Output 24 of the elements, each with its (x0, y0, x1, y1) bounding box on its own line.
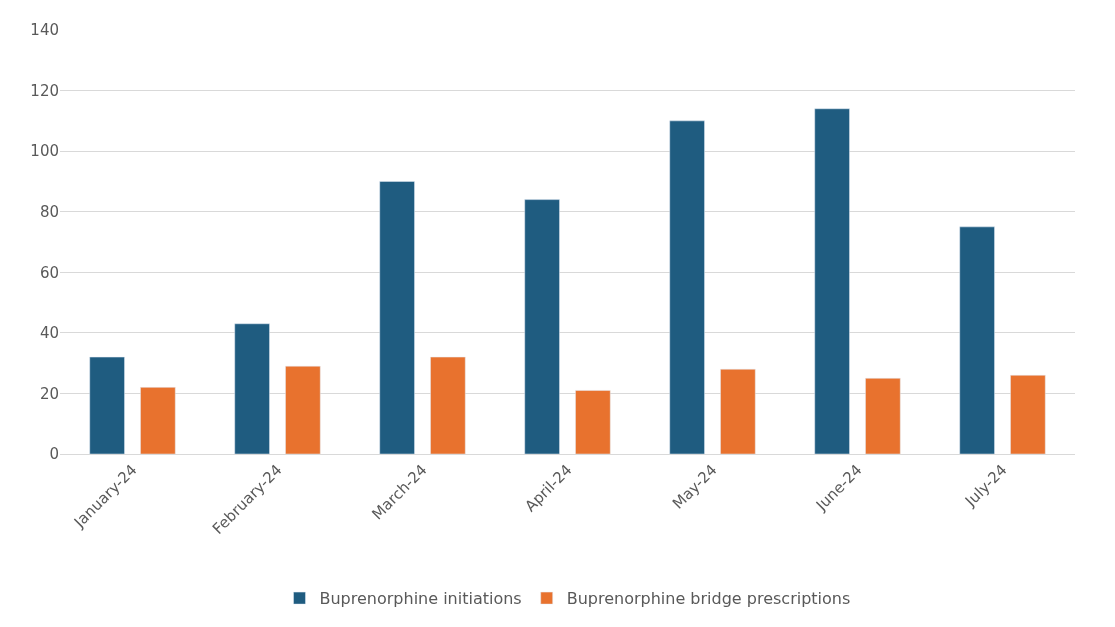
bar (814, 108, 850, 454)
bar (865, 378, 901, 454)
y-tick-label: 140 (30, 21, 59, 40)
bar (1010, 375, 1046, 454)
bar (234, 323, 270, 454)
bar (379, 181, 415, 454)
bar (575, 390, 611, 454)
bar (524, 199, 560, 454)
bar (285, 365, 321, 454)
y-tick-label: 20 (39, 384, 59, 403)
legend-label: Buprenorphine initiations (319, 589, 522, 609)
y-tick-label: 120 (30, 81, 59, 100)
y-tick-label: 100 (30, 142, 59, 161)
bar (669, 120, 705, 454)
y-tick-label: 60 (39, 263, 59, 282)
bar (430, 356, 466, 454)
y-tick-label: 0 (49, 445, 59, 464)
legend-label: Buprenorphine bridge prescriptions (566, 589, 851, 609)
bar (140, 387, 176, 454)
y-tick-label: 40 (39, 324, 59, 343)
y-tick-label: 80 (39, 202, 59, 221)
bar (720, 368, 756, 454)
bar (89, 356, 125, 454)
bar (959, 226, 995, 454)
